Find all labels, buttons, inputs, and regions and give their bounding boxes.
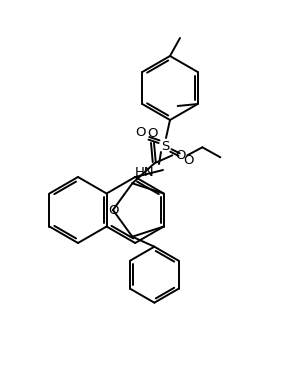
Text: HN: HN — [135, 166, 155, 178]
Text: O: O — [175, 149, 186, 162]
Text: O: O — [135, 127, 145, 139]
Text: S: S — [161, 139, 169, 152]
Text: O: O — [109, 204, 119, 216]
Text: O: O — [147, 127, 157, 140]
Text: O: O — [183, 155, 193, 167]
